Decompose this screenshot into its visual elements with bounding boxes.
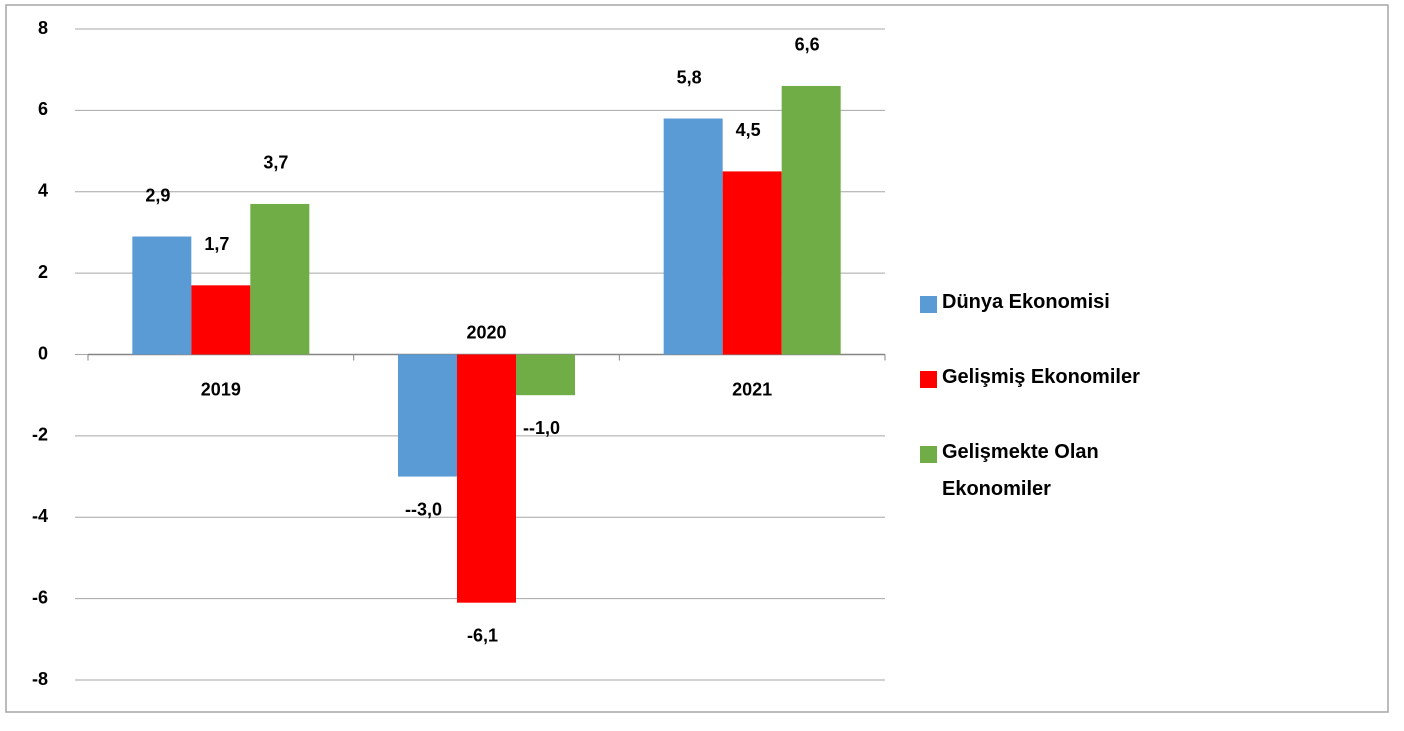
x-tick-label: 2020 (466, 322, 506, 342)
bar (516, 355, 575, 396)
legend-item: Dünya Ekonomisi (920, 284, 1180, 359)
chart: -8 -6 -4 -2 0 2 4 6 8 2019 2,9 1,7 3,7 2020 --3,0 -6,1 -… (0, 0, 1404, 731)
x-tick-label: 2021 (732, 379, 772, 399)
y-tick-label: -6 (32, 587, 48, 607)
legend-item: Gelişmekte Olan Ekonomiler (920, 434, 1180, 509)
bar (250, 204, 309, 355)
chart-border (6, 5, 1388, 712)
legend-item: Gelişmiş Ekonomiler (920, 359, 1180, 434)
legend-label: Gelişmiş Ekonomiler (942, 366, 1140, 388)
legend-swatch (920, 296, 937, 313)
value-label: 2,9 (145, 185, 170, 205)
value-label: --3,0 (405, 499, 442, 519)
y-tick-label: 6 (38, 99, 48, 119)
y-tick-label: 2 (38, 262, 48, 282)
value-label: 4,5 (736, 120, 761, 140)
value-label: --1,0 (523, 418, 560, 438)
legend-label: Gelişmekte Olan Ekonomiler (942, 441, 1099, 500)
bar (782, 86, 841, 355)
y-tick-label: 4 (38, 181, 48, 201)
legend-label: Dünya Ekonomisi (942, 291, 1110, 313)
y-tick-label: 8 (38, 18, 48, 38)
legend-swatch (920, 446, 937, 463)
chart-page: -8 -6 -4 -2 0 2 4 6 8 2019 2,9 1,7 3,7 2020 --3,0 -6,1 -… (0, 0, 1404, 731)
bar (398, 355, 457, 477)
bar (191, 285, 250, 354)
y-tick-label: -2 (32, 425, 48, 445)
bar (132, 237, 191, 355)
x-tick-label: 2019 (201, 379, 241, 399)
y-tick-label: -8 (32, 669, 48, 689)
value-label: 1,7 (204, 234, 229, 254)
bar (664, 119, 723, 355)
value-label: 6,6 (795, 35, 820, 55)
y-tick-label: 0 (38, 343, 48, 363)
bar (457, 355, 516, 603)
y-tick-label: -4 (32, 506, 48, 526)
legend-swatch (920, 371, 937, 388)
value-label: -6,1 (467, 625, 498, 645)
bar (723, 171, 782, 354)
legend: Dünya Ekonomisi Gelişmiş Ekonomiler Gelişm… (920, 284, 1180, 509)
value-label: 3,7 (263, 153, 288, 173)
value-label: 5,8 (677, 67, 702, 87)
